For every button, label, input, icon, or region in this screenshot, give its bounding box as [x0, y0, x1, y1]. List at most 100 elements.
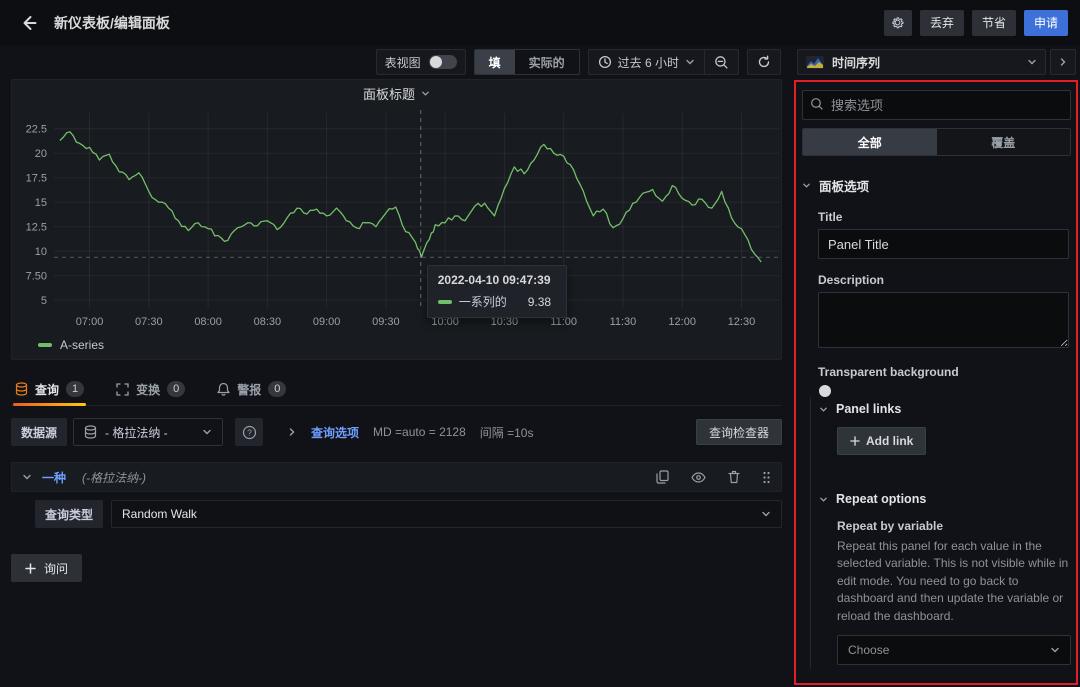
datasource-select[interactable]: - 格拉法纳 -: [73, 418, 224, 446]
datasource-label: 数据源: [11, 418, 68, 446]
legend-label[interactable]: A-series: [60, 338, 105, 352]
tooltip-series-swatch: [437, 299, 452, 304]
repeat-options-section-title: Repeat options: [836, 492, 927, 506]
refresh-group: [747, 49, 781, 75]
panel-options-pane: 全部 覆盖 面板选项 Title Description Transparent…: [793, 80, 1080, 687]
svg-text:11:00: 11:00: [550, 316, 577, 328]
chart-panel: 面板标题 5 7.50 10 12.5 15 17.5 20 22.5 07:00 07:30 08…: [11, 79, 782, 360]
refresh-icon: [757, 55, 771, 69]
zoom-out-button[interactable]: [704, 50, 738, 74]
chevron-down-icon[interactable]: [22, 472, 32, 482]
table-view-toggle[interactable]: [428, 55, 457, 69]
chevron-down-icon: [421, 89, 430, 98]
title-field-label: Title: [818, 210, 843, 224]
panel-title-input[interactable]: [818, 229, 1069, 259]
plus-icon: [25, 562, 36, 574]
tab-alert[interactable]: 警报 0: [215, 373, 288, 405]
actual-option[interactable]: 实际的: [528, 55, 565, 70]
svg-text:11:30: 11:30: [610, 316, 637, 328]
query-options-link[interactable]: 查询选项: [311, 425, 360, 440]
chevron-down-icon: [761, 509, 771, 519]
gear-icon: [890, 15, 905, 30]
chevron-down-icon: [202, 427, 212, 437]
panel-title-menu[interactable]: 面板标题: [12, 80, 781, 106]
datasource-help-button[interactable]: ?: [235, 418, 264, 446]
panel-settings-button[interactable]: [883, 9, 912, 36]
chart-tooltip: 2022-04-10 09:47:39 一系列的 9.38: [426, 265, 567, 319]
chart-legend: A-series: [12, 336, 781, 352]
query-ref-id[interactable]: 一种: [42, 470, 67, 485]
svg-text:08:30: 08:30: [254, 316, 282, 328]
save-button[interactable]: 节省: [971, 9, 1016, 36]
svg-text:12:30: 12:30: [728, 316, 756, 328]
drag-handle-icon[interactable]: [762, 471, 771, 484]
search-icon: [810, 97, 824, 111]
duplicate-query-icon[interactable]: [656, 470, 669, 484]
tab-transform[interactable]: 变换 0: [114, 373, 187, 405]
query-type-select[interactable]: Random Walk: [111, 500, 782, 528]
query-inspector-button[interactable]: 查询检查器: [695, 419, 782, 445]
chevron-down-icon: [819, 405, 828, 414]
panel-edit-main: 面板标题 5 7.50 10 12.5 15 17.5 20 22.5 07:00 07:30 08…: [0, 79, 793, 687]
tab-query[interactable]: 查询 1: [13, 373, 87, 406]
apply-button[interactable]: 申请: [1023, 9, 1068, 36]
svg-text:17.5: 17.5: [26, 173, 47, 185]
query-card-header[interactable]: 一种 (-格拉法纳-): [11, 462, 782, 492]
table-view-group: 表视图: [375, 49, 466, 75]
svg-text:5: 5: [41, 295, 47, 307]
options-tab-overrides[interactable]: 覆盖: [991, 135, 1016, 150]
query-options-md: MD =auto = 2128: [373, 425, 466, 439]
chart-canvas: 5 7.50 10 12.5 15 17.5 20 22.5 07:00 07:30 08:00 08…: [26, 110, 779, 328]
add-query-button[interactable]: 询问: [11, 554, 83, 582]
svg-text:08:00: 08:00: [194, 316, 222, 328]
clock-icon: [598, 55, 612, 69]
time-range-label: 过去 6 小时: [617, 55, 679, 70]
chevron-down-icon: [802, 181, 811, 190]
tab-alert-count: 0: [268, 381, 287, 397]
legend-swatch: [38, 343, 52, 347]
panel-links-section-header[interactable]: Panel links: [819, 397, 1071, 421]
query-type-value: Random Walk: [122, 507, 197, 521]
refresh-button[interactable]: [748, 50, 780, 74]
options-search-input[interactable]: [802, 90, 1071, 120]
zoom-out-icon: [714, 55, 729, 70]
time-range-picker[interactable]: 过去 6 小时: [589, 50, 704, 74]
options-pane-toggle-button[interactable]: [1050, 49, 1076, 75]
panel-description-textarea[interactable]: [818, 292, 1069, 348]
query-type-label: 查询类型: [35, 500, 104, 528]
plus-icon: [850, 436, 860, 446]
svg-text:09:00: 09:00: [313, 316, 341, 328]
description-field-label: Description: [818, 273, 885, 287]
chevron-right-icon: [1058, 57, 1068, 67]
datasource-value: - 格拉法纳 -: [105, 425, 168, 440]
svg-text:20: 20: [35, 148, 47, 160]
visualization-select[interactable]: 时间序列: [797, 49, 1046, 75]
tooltip-series-name: 一系列的: [458, 295, 507, 310]
svg-text:7.50: 7.50: [26, 271, 47, 283]
add-link-button[interactable]: Add link: [837, 427, 927, 455]
time-series-chart[interactable]: 5 7.50 10 12.5 15 17.5 20 22.5 07:00 07:30 08:00 08…: [12, 106, 781, 336]
options-tab-all[interactable]: 全部: [803, 129, 937, 155]
query-options-row: 查询选项 MD =auto = 2128 间隔 =10s: [287, 424, 690, 441]
repeat-variable-placeholder: Choose: [848, 642, 890, 657]
disable-query-eye-icon[interactable]: [691, 471, 706, 483]
chevron-right-icon[interactable]: [287, 427, 297, 437]
add-query-label: 询问: [44, 561, 69, 576]
repeat-options-section-header[interactable]: Repeat options: [819, 487, 1071, 511]
tooltip-series-value: 9.38: [527, 294, 552, 309]
visualization-picker-row: 时间序列: [793, 45, 1080, 79]
discard-button[interactable]: 丢弃: [919, 9, 964, 36]
transform-icon: [116, 382, 129, 396]
repeat-variable-select[interactable]: Choose: [837, 634, 1071, 665]
delete-query-trash-icon[interactable]: [728, 470, 740, 484]
svg-text:15: 15: [35, 197, 47, 209]
options-tab-group: 全部 覆盖: [802, 128, 1071, 156]
panel-links-section-title: Panel links: [836, 402, 902, 416]
svg-text:10: 10: [35, 246, 47, 258]
panel-options-section-header[interactable]: 面板选项: [802, 172, 1071, 198]
back-button[interactable]: [12, 7, 44, 39]
arrow-left-icon: [18, 13, 38, 33]
svg-text:22.5: 22.5: [26, 124, 47, 136]
fill-option[interactable]: 填: [474, 50, 515, 74]
svg-text:10:00: 10:00: [431, 316, 459, 328]
